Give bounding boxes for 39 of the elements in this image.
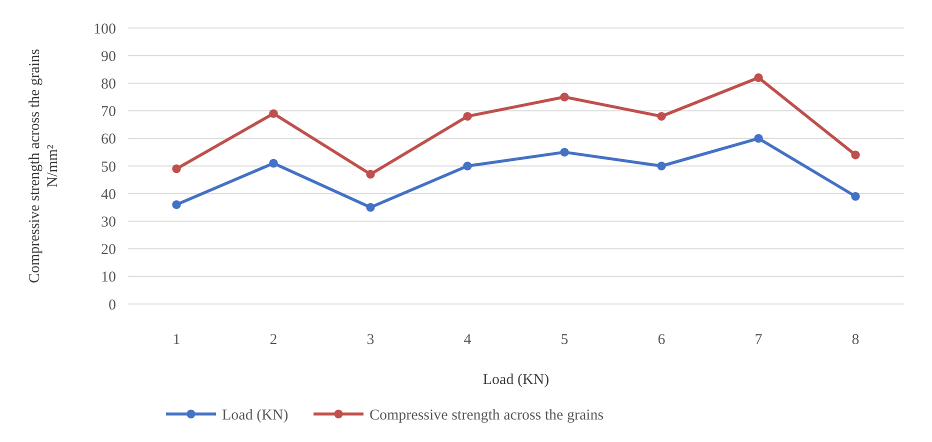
point [463,112,472,121]
x-tick-label: 4 [464,332,472,348]
point [560,148,569,157]
y-tick-label: 40 [101,186,116,203]
y-tick-label: 0 [108,297,116,314]
y-tick-label: 80 [101,76,116,92]
point [172,164,181,174]
y-tick-label: 60 [101,132,116,148]
point [754,134,763,143]
y-tick-label: 90 [101,48,116,65]
legend-label: Load (KN) [222,407,288,424]
x-tick-label: 7 [754,332,763,348]
point [172,200,181,209]
x-axis-title: Load (KN) [482,372,550,388]
y-tick-label: 20 [101,242,116,258]
point [851,150,860,160]
y-tick-label: 70 [101,104,116,120]
point [366,170,375,179]
point [851,192,860,201]
point [560,92,569,102]
point [269,158,278,168]
y-tick-label: 100 [94,21,116,38]
y-tick-label: 50 [101,159,116,176]
point [657,162,666,170]
y-axis-title: Compressive strength across the grains N/mm² [27,48,61,284]
point [754,73,763,82]
x-tick-label: 2 [270,332,278,348]
legend-label: Compressive strength across the grains [370,407,604,424]
point [657,112,666,121]
point [269,109,278,118]
x-tick-label: 1 [172,332,180,348]
x-tick-label: 6 [658,332,666,348]
x-tick-label: 5 [560,332,568,348]
y-tick-label: 30 [101,214,116,230]
x-tick-label: 8 [852,332,860,348]
point [463,162,472,170]
point [366,203,375,212]
y-tick-label: 10 [101,270,116,286]
x-tick-label: 3 [366,332,374,348]
